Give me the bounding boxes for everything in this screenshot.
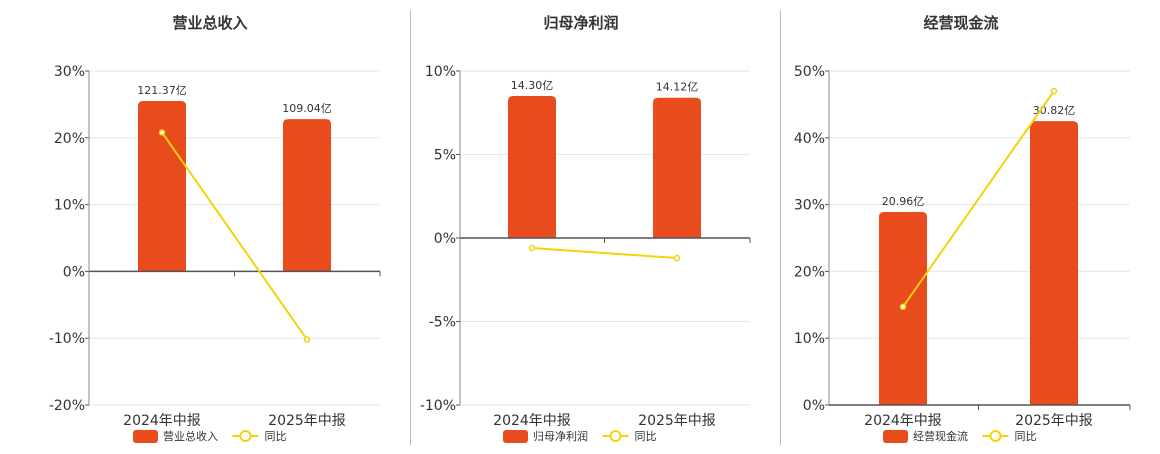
panel-divider	[780, 10, 781, 445]
y-tick-label: 20%	[54, 131, 85, 147]
net-profit-chart-panel: 归母净利润 -10% -5% 0% 5% 10% 14.30亿 14.12亿 2024年中报 20…	[411, 0, 780, 450]
legend-line-marker	[989, 430, 1002, 442]
legend-line-label: 同比	[1015, 430, 1037, 443]
net-profit-chart: 归母净利润 -10% -5% 0% 5% 10% 14.30亿 14.12亿 2024年中报 20…	[420, 14, 751, 443]
cash-flow-chart: 经营现金流0%10%20%30%40%50%20.96亿30.82亿2024年中…	[794, 14, 1131, 443]
chart-title: 归母净利润	[543, 14, 618, 32]
y-tick-label: -10%	[420, 398, 456, 414]
bar-value-label: 121.37亿	[137, 84, 187, 97]
revenue-chart-panel: 营业总收入 -20% -10% 0% 10% 20% 30% 121.37亿 109.04亿 20…	[0, 0, 405, 450]
legend-bar-swatch	[503, 430, 528, 443]
y-tick-label: 0%	[63, 264, 85, 280]
x-category-label: 2024年中报	[493, 413, 571, 429]
legend-bar-label: 归母净利润	[533, 429, 588, 443]
x-category-label: 2025年中报	[268, 413, 346, 429]
y-tick-label: -20%	[49, 398, 85, 414]
x-category-label: 2025年中报	[1015, 413, 1093, 429]
bar-value-label: 14.30亿	[511, 79, 554, 92]
cash-flow-chart-panel: 经营现金流 0% 10% 20% 30% 40% 50% 20.96亿 30.82亿 2024年中…	[781, 0, 1160, 450]
chart-title: 经营现金流	[923, 14, 998, 32]
y-tick-label: 50%	[794, 64, 825, 80]
legend-bar-label: 经营现金流	[913, 429, 968, 443]
bar-value-label: 14.12亿	[656, 81, 699, 94]
legend-bar-label: 营业总收入	[163, 429, 218, 443]
y-tick-label: 10%	[794, 331, 825, 347]
yoy-point	[1050, 87, 1058, 95]
yoy-point	[158, 129, 166, 136]
y-tick-label: 30%	[54, 64, 85, 80]
panel-divider	[410, 10, 411, 445]
legend-line-marker	[239, 430, 252, 442]
y-tick-label: 10%	[54, 198, 85, 214]
legend-bar-swatch	[883, 430, 908, 443]
legend-bar-swatch	[133, 430, 158, 443]
bar	[283, 119, 331, 272]
y-tick-label: 20%	[794, 264, 825, 280]
chart-title: 营业总收入	[172, 14, 247, 32]
revenue-chart: 营业总收入 -20% -10% 0% 10% 20% 30% 121.37亿 109.04亿 20…	[49, 14, 381, 443]
bar-value-label: 20.96亿	[882, 195, 925, 208]
yoy-point	[899, 303, 907, 311]
bar	[653, 97, 701, 238]
y-tick-label: -5%	[429, 315, 456, 331]
bar-value-label: 109.04亿	[282, 102, 332, 115]
yoy-line	[531, 247, 678, 260]
bar	[138, 101, 186, 272]
legend-line-marker	[609, 430, 622, 442]
legend-line-label: 同比	[635, 430, 657, 443]
y-tick-label: 40%	[794, 131, 825, 147]
x-category-label: 2024年中报	[864, 413, 942, 429]
y-tick-label: 30%	[794, 198, 825, 214]
legend-line-label: 同比	[265, 430, 287, 443]
yoy-point	[673, 254, 681, 262]
y-tick-label: 0%	[803, 398, 825, 414]
yoy-line	[902, 90, 1055, 308]
y-tick-label: 10%	[425, 64, 456, 80]
x-category-label: 2025年中报	[638, 413, 716, 429]
bar	[508, 96, 556, 238]
yoy-line	[161, 131, 308, 341]
y-tick-label: -10%	[49, 331, 85, 347]
yoy-point	[528, 244, 536, 252]
y-tick-label: 0%	[434, 231, 456, 247]
bar	[1030, 121, 1078, 405]
y-tick-label: 5%	[434, 148, 456, 164]
yoy-point	[303, 336, 311, 343]
x-category-label: 2024年中报	[123, 413, 201, 429]
